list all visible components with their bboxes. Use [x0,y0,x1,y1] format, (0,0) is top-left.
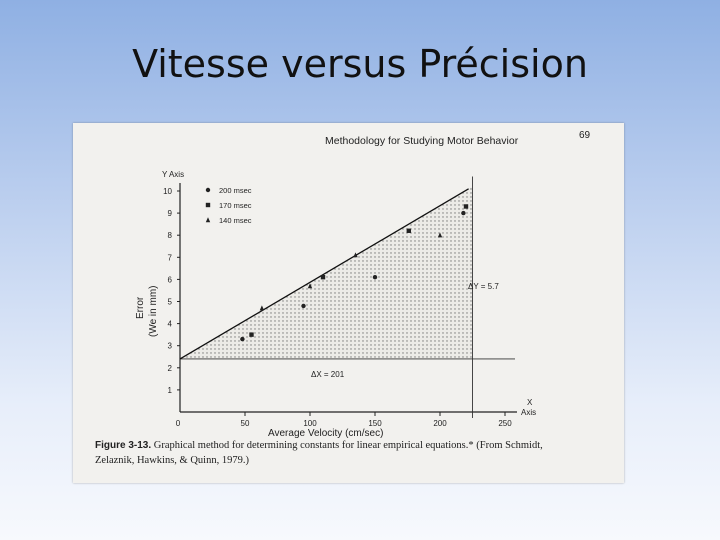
caption-line1: Graphical method for determining constan… [153,440,543,451]
point-square [205,202,211,208]
x-tick-label: 150 [368,419,382,428]
point-square [406,228,411,233]
chart: Methodology for Studying Motor Behavior … [135,130,591,439]
y-axis-title: Y Axis [162,170,184,179]
point-square [249,332,254,337]
y-tick-label: 3 [168,342,173,351]
point-triangle [307,283,313,289]
y-axis-label-line1: Error [135,296,146,319]
x-tick-label: 250 [498,419,512,428]
y-tick-label: 9 [168,209,173,218]
figure-caption: Figure 3-13. Graphical method for determ… [95,438,615,468]
x-axis-label: Average Velocity (cm/sec) [268,428,383,439]
y-axis-label-line2: (We in mm) [148,286,159,337]
y-tick-label: 8 [168,231,173,240]
point-square [463,204,469,209]
point-circle [205,187,211,193]
point-square [320,274,326,280]
annotation-delta-x: ΔX = 201 [311,370,345,379]
y-tick-label: 7 [168,253,173,262]
point-triangle [353,252,358,258]
legend-label: 170 msec [219,201,252,210]
annotation-delta-y: ΔY = 5.7 [468,282,499,291]
point-circle [372,274,378,280]
page-number: 69 [579,130,591,141]
y-tick-label: 4 [168,320,173,329]
y-tick-label: 10 [163,187,172,196]
x-axis-title-line1: X [527,398,533,407]
y-tick-label: 6 [168,275,173,284]
scanned-page: Methodology for Studying Motor Behavior … [73,123,624,483]
origin-label: 0 [176,419,181,428]
point-triangle [259,305,265,311]
x-tick-label: 200 [433,419,447,428]
fit-line [179,188,469,360]
y-tick-label: 1 [168,386,173,395]
y-tick-label: 5 [168,298,173,307]
point-circle [240,336,245,342]
slide-title: Vitesse versus Précision [132,42,588,86]
y-tick-label: 2 [168,364,173,373]
legend-label: 200 msec [219,186,252,195]
x-tick-label: 50 [241,419,250,428]
x-axis-title-line2: Axis [521,408,536,417]
page-header: Methodology for Studying Motor Behavior [325,135,519,147]
caption-line2: Zelaznik, Hawkins, & Quinn, 1979.) [95,455,249,466]
legend-label: 140 msec [219,216,252,225]
point-circle [301,303,306,309]
x-tick-label: 100 [303,419,317,428]
figure-label: Figure 3-13. [95,440,152,451]
point-triangle [205,217,211,223]
point-triangle [437,232,443,238]
point-circle [461,210,466,216]
